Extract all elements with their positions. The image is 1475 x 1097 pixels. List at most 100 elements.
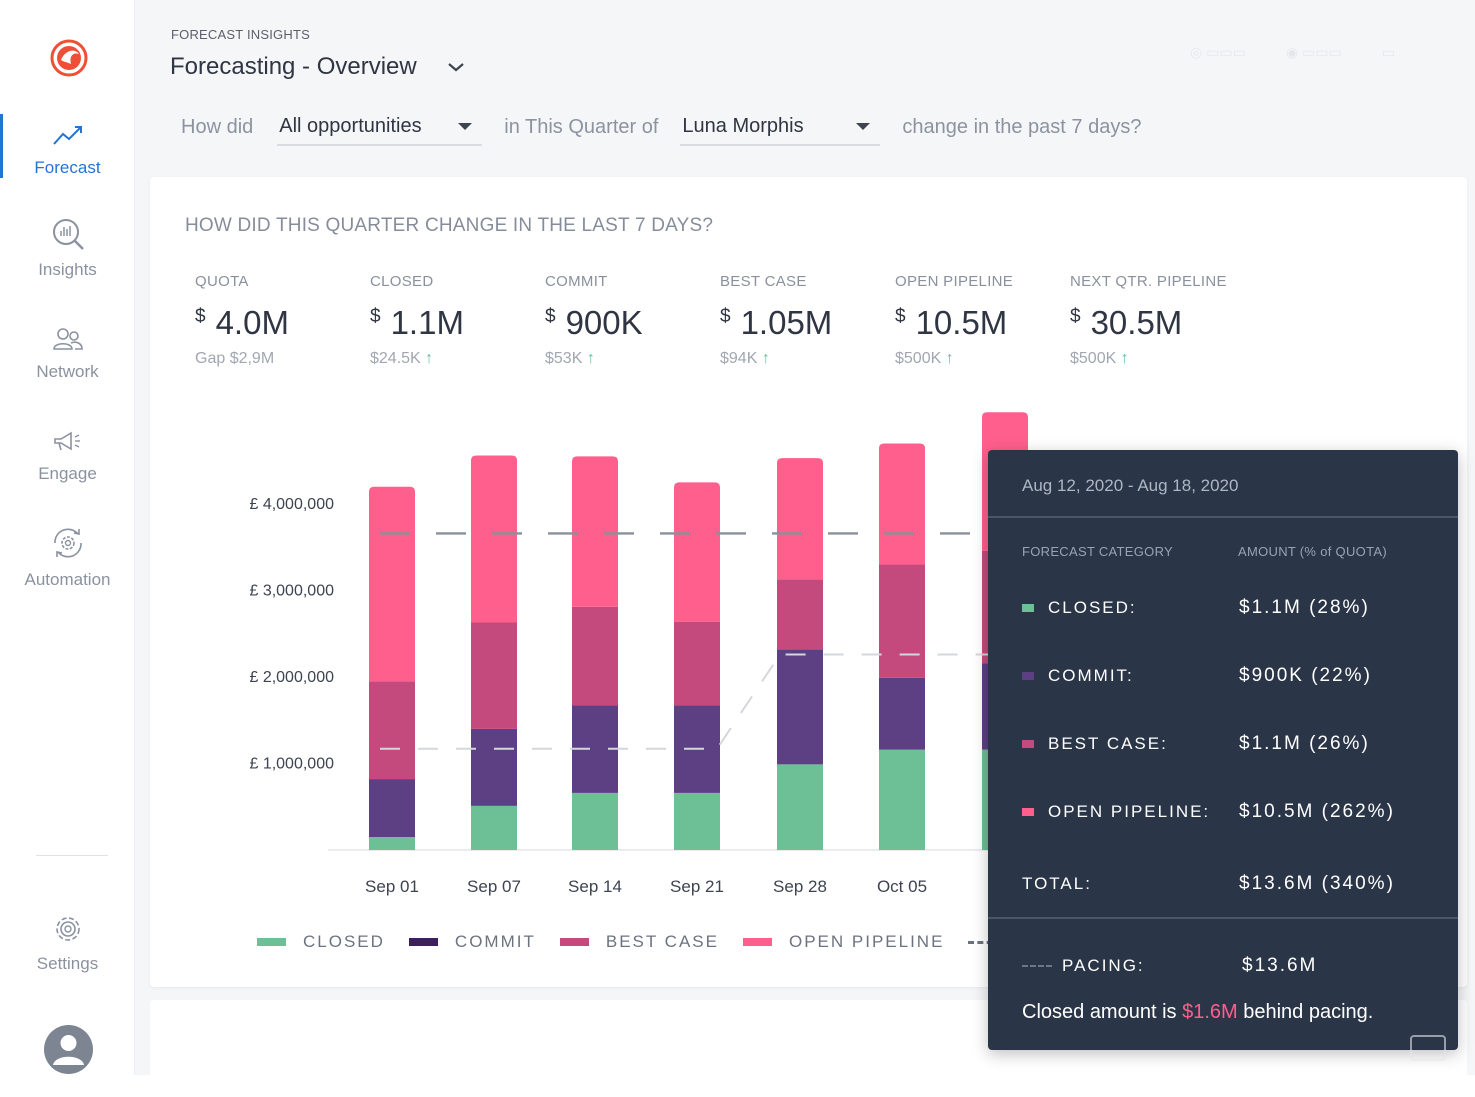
bar-segment-closed xyxy=(879,749,925,850)
bar-segment-open-pipeline xyxy=(777,458,823,580)
tooltip-note-prefix: Closed amount is xyxy=(1022,1001,1183,1023)
sidebar-item-network[interactable]: Network xyxy=(0,326,135,382)
bar-segment-commit xyxy=(777,649,823,765)
account-select[interactable]: Luna Morphis xyxy=(680,108,881,146)
bar-segment-commit xyxy=(471,728,517,806)
metric-amount: 4.0M xyxy=(215,304,289,341)
legend-item[interactable]: BEST CASE xyxy=(559,932,719,952)
metric-change-value: $500K xyxy=(1070,350,1117,367)
tooltip-date-range: Aug 12, 2020 - Aug 18, 2020 xyxy=(1022,476,1239,495)
opportunities-select[interactable]: All opportunities xyxy=(277,108,483,146)
tooltip-row-label: CLOSED: xyxy=(1048,598,1137,617)
metric-change: $94K ↑ xyxy=(720,350,890,368)
bar-segment-best-case xyxy=(572,606,618,706)
sidebar-item-insights[interactable]: Insights xyxy=(0,216,135,280)
avatar[interactable] xyxy=(44,1025,93,1074)
question-suffix: change in the past 7 days? xyxy=(902,115,1142,138)
metric-currency: $ xyxy=(370,306,381,327)
megaphone-icon xyxy=(53,431,80,451)
metric-currency: $ xyxy=(195,306,206,327)
metric-value: $900K xyxy=(545,304,715,342)
tooltip-swatch xyxy=(1022,808,1034,816)
legend-label: OPEN PIPELINE xyxy=(788,932,945,951)
tooltip-divider xyxy=(988,917,1458,919)
tooltip-total-row: TOTAL: $13.6M (340%) xyxy=(1022,873,1442,894)
tooltip-col-category: FORECAST CATEGORY xyxy=(1022,544,1174,559)
page-title-dropdown[interactable]: Forecasting - Overview xyxy=(170,53,465,81)
tooltip-row-label: OPEN PIPELINE: xyxy=(1048,802,1211,821)
metric-label: CLOSED xyxy=(370,273,434,290)
tooltip-row: COMMIT: $900K (22%) xyxy=(1022,665,1442,686)
question-filter-row: How did All opportunities in This Quarte… xyxy=(181,108,1141,146)
sidebar-item-automation[interactable]: Automation xyxy=(0,524,135,590)
arrow-up-icon: ↑ xyxy=(761,350,770,367)
faded-action-icon: ◉ ▭▭▭ xyxy=(1285,44,1342,60)
sidebar-item-forecast[interactable]: Forecast xyxy=(0,114,135,178)
bar-segment-best-case xyxy=(674,621,720,706)
legend-item[interactable]: CLOSED xyxy=(257,932,385,952)
metric-closed: CLOSED $1.1M $24.5K ↑ xyxy=(370,273,540,368)
settings-gear-icon xyxy=(55,917,80,941)
metric-label: BEST CASE xyxy=(720,273,807,290)
tooltip-swatch xyxy=(1022,740,1034,748)
legend-item[interactable]: OPEN PIPELINE xyxy=(742,932,945,952)
metric-amount: 30.5M xyxy=(1090,304,1183,341)
card-heading: HOW DID THIS QUARTER CHANGE IN THE LAST … xyxy=(185,215,714,236)
bar-segment-closed xyxy=(471,805,517,850)
faded-header-actions: ◎ ▭▭▭ ◉ ▭▭▭ ▭ xyxy=(1190,44,1395,61)
tooltip-row: OPEN PIPELINE: $10.5M (262%) xyxy=(1022,801,1442,822)
sidebar-item-settings[interactable]: Settings xyxy=(0,912,135,974)
bar-segment-open-pipeline xyxy=(369,486,415,682)
insights-search-icon xyxy=(52,219,84,250)
x-tick-label: Sep 28 xyxy=(773,877,827,896)
metric-label: OPEN PIPELINE xyxy=(895,273,1014,290)
bar-segment-best-case xyxy=(369,681,415,780)
metric-best-case: BEST CASE $1.05M $94K ↑ xyxy=(720,273,890,368)
tooltip-row-amount: $10.5M (262%) xyxy=(1239,801,1395,822)
x-tick-label: Oct 05 xyxy=(877,877,927,896)
bar-segment-open-pipeline xyxy=(471,455,517,623)
metric-next-qtr-pipeline: NEXT QTR. PIPELINE $30.5M $500K ↑ xyxy=(1070,273,1240,368)
x-tick-label: Sep 07 xyxy=(467,877,521,896)
x-tick-label: Sep 21 xyxy=(670,877,724,896)
legend-swatch xyxy=(257,938,286,946)
question-middle: in This Quarter of xyxy=(504,115,659,138)
bar-segment-open-pipeline xyxy=(674,482,720,622)
chat-icon[interactable] xyxy=(1410,1035,1446,1061)
metric-label: NEXT QTR. PIPELINE xyxy=(1070,273,1227,290)
metric-label: QUOTA xyxy=(195,273,249,290)
tooltip-note: Closed amount is $1.6M behind pacing. xyxy=(1022,1001,1373,1024)
metric-change-value: $94K xyxy=(720,350,758,367)
metric-change: Gap $2,9M xyxy=(195,350,365,368)
bar-segment-closed xyxy=(777,764,823,850)
brand-logo-icon[interactable] xyxy=(49,38,89,78)
y-tick-label: £ 1,000,000 xyxy=(249,756,334,773)
metric-amount: 1.1M xyxy=(390,304,464,341)
tooltip-row-label: BEST CASE: xyxy=(1048,734,1168,753)
metric-change: $53K ↑ xyxy=(545,350,715,368)
metric-value: $1.05M xyxy=(720,304,890,342)
sidebar-item-label: Settings xyxy=(36,954,99,973)
user-icon xyxy=(53,1035,84,1065)
sidebar-divider xyxy=(36,855,108,856)
metric-amount: 10.5M xyxy=(915,304,1008,341)
sidebar-item-engage[interactable]: Engage xyxy=(0,428,135,484)
tooltip-row-label: COMMIT: xyxy=(1048,666,1134,685)
metric-change-value: $500K xyxy=(895,350,942,367)
legend-item[interactable]: COMMIT xyxy=(408,932,536,952)
x-tick-label: Sep 14 xyxy=(568,877,622,896)
y-tick-label: £ 2,000,000 xyxy=(249,669,334,686)
tooltip-pacing-row: PACING: $13.6M xyxy=(1022,955,1442,976)
legend-dash xyxy=(968,940,1003,944)
chart-tooltip: Aug 12, 2020 - Aug 18, 2020 FORECAST CAT… xyxy=(988,450,1458,1050)
legend-swatch xyxy=(408,938,438,946)
metric-commit: COMMIT $900K $53K ↑ xyxy=(545,273,715,368)
tooltip-note-value: $1.6M xyxy=(1182,1001,1238,1023)
tooltip-divider xyxy=(988,516,1458,518)
metric-currency: $ xyxy=(720,306,731,327)
metric-currency: $ xyxy=(545,306,556,327)
legend-label: COMMIT xyxy=(454,932,536,951)
bar-segment-best-case xyxy=(879,564,925,678)
sidebar-item-label: Automation xyxy=(24,570,111,589)
